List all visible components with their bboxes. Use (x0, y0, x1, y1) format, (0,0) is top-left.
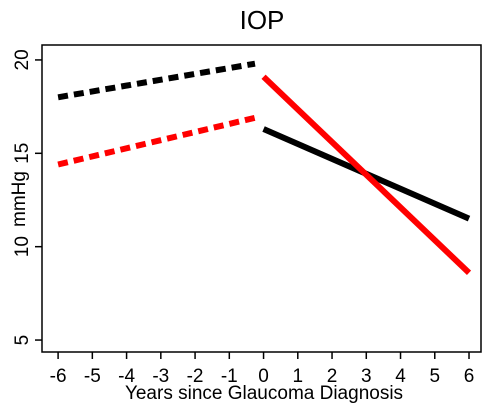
line-series (57, 114, 256, 168)
x-axis-label: Years since Glaucoma Diagnosis (125, 383, 403, 404)
x-tick-label: -6 (50, 366, 67, 387)
x-tick-label: 6 (464, 366, 475, 387)
x-tick-label: 2 (327, 366, 338, 387)
x-tick-label: -2 (187, 366, 204, 387)
x-tick-label: -4 (118, 366, 135, 387)
chart-title: IOP (240, 5, 285, 35)
x-tick-label: -3 (152, 366, 169, 387)
y-tick-label: 15 (12, 143, 33, 164)
line-series (57, 60, 256, 101)
x-tick-label: 4 (395, 366, 406, 387)
x-tick-label: 0 (258, 366, 269, 387)
x-tick-label: 3 (361, 366, 372, 387)
x-tick-label: 1 (293, 366, 304, 387)
y-axis-label: mmHg (9, 171, 30, 227)
y-tick-label: 5 (12, 335, 33, 346)
x-tick-label: -5 (84, 366, 101, 387)
y-tick-label: 20 (12, 49, 33, 70)
x-tick-label: -1 (221, 366, 238, 387)
x-tick-label: 5 (429, 366, 440, 387)
line-series (261, 74, 472, 275)
y-tick-label: 10 (12, 236, 33, 257)
plot-frame (41, 44, 482, 353)
